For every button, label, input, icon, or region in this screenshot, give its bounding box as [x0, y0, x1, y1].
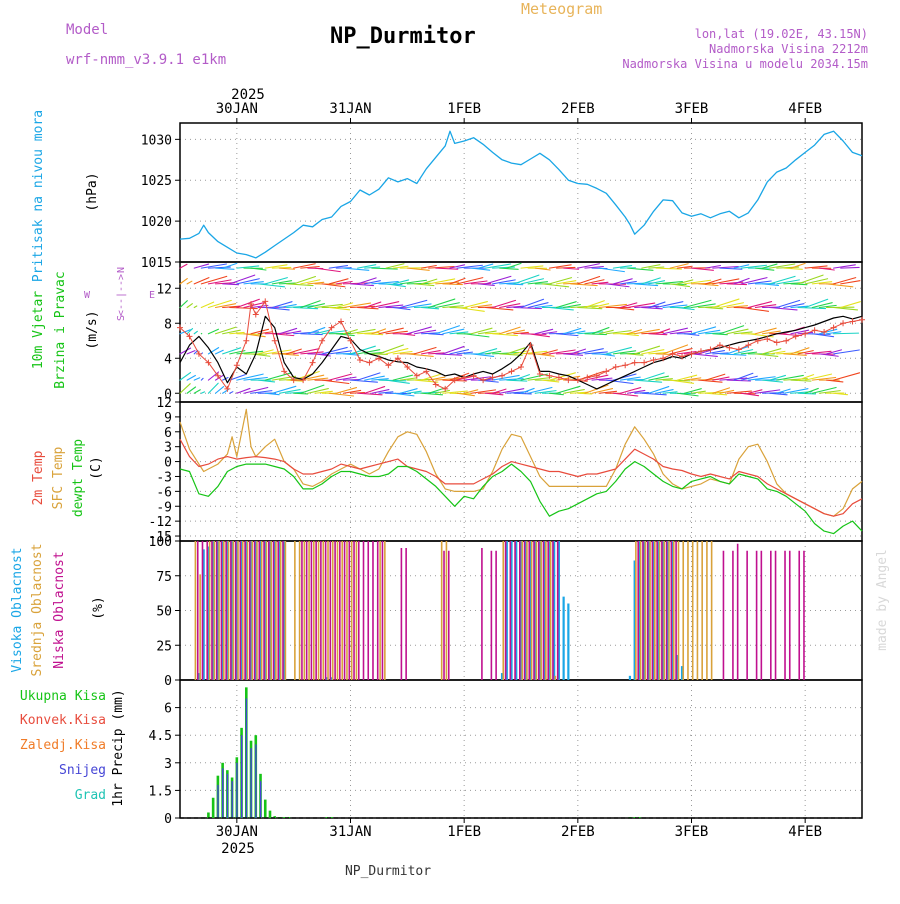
bottom-day-label-1: 31JAN [329, 824, 371, 840]
pressure-ytick-label-0: 1015 [141, 256, 172, 271]
footer-title: NP_Durmitor [345, 864, 431, 879]
wind-barb [834, 333, 859, 334]
total-precip-bar-13 [269, 811, 272, 818]
frz-precip-label: Zaledj.Kisa [20, 738, 106, 753]
temperature-ytick-label-7: 6 [164, 426, 172, 441]
bottom-day-label-3: 2FEB [561, 824, 595, 840]
snow-bar-2 [227, 774, 228, 818]
temperature-ytick-label-4: -3 [156, 470, 172, 485]
temperature-ytick-label-3: -6 [156, 485, 172, 500]
top-day-label-1: 31JAN [329, 101, 371, 117]
watermark: made by Angel [875, 549, 890, 651]
mid-cloud-label: Srednja Oblacnost [30, 543, 45, 676]
year-label-bottom: 2025 [221, 841, 255, 857]
snow-bar-3 [231, 781, 232, 818]
graupel-label: Grad [75, 788, 106, 803]
compass-e: E [149, 290, 155, 301]
total-precip-bar-0 [207, 812, 210, 818]
top-day-label-5: 4FEB [788, 101, 822, 117]
precip-ytick-label-1: 1.5 [149, 784, 172, 799]
temperature-ytick-label-8: 9 [164, 411, 172, 426]
snow-bar-7 [250, 748, 251, 818]
snow-bar-0 [217, 785, 218, 818]
clouds-ytick-label-3: 75 [156, 570, 172, 585]
snow-bar-9 [260, 781, 261, 818]
snow-label: Snijeg [59, 763, 106, 778]
wind-axis-label-1: 10m Vjetar [31, 291, 46, 369]
compass-n: N [116, 267, 127, 273]
wind-axis-label-2: Brzina i Pravac [53, 271, 68, 388]
high-cloud-label: Visoka Oblacnost [10, 547, 25, 672]
temp2m-label: 2m Temp [31, 450, 46, 505]
snow-bar-1 [222, 768, 223, 818]
bottom-day-label-5: 4FEB [788, 824, 822, 840]
precip-ytick-label-2: 3 [164, 757, 172, 772]
dewpt-label: dewpt Temp [71, 439, 86, 517]
conv-precip-label: Konvek.Kisa [20, 713, 106, 728]
precip-unit: 1hr Precip (mm) [111, 689, 126, 806]
model-label: Model [66, 22, 108, 38]
snow-bar-8 [255, 744, 256, 818]
bottom-day-label-0: 30JAN [216, 824, 258, 840]
top-day-label-3: 2FEB [561, 101, 595, 117]
clouds-ytick-label-2: 50 [156, 605, 172, 620]
wind-unit: (m/s) [85, 310, 100, 349]
temperature-ytick-label-1: -12 [149, 515, 172, 530]
total-precip-bar-1 [212, 798, 215, 818]
model-altitude: Nadmorska Visina u modelu 2034.15m [622, 57, 868, 71]
clouds-ytick-label-0: 0 [164, 674, 172, 689]
clouds-ytick-label-4: 100 [149, 535, 172, 550]
temperature-ytick-label-6: 3 [164, 441, 172, 456]
precip-ytick-label-3: 4.5 [149, 729, 172, 744]
cloud-unit: (%) [91, 596, 106, 619]
wind-barb [841, 267, 859, 268]
wind-barb [727, 284, 746, 285]
clouds-ytick-label-1: 25 [156, 639, 172, 654]
pressure-ytick-label-2: 1025 [141, 174, 172, 189]
temperature-ytick-label-5: 0 [164, 456, 172, 471]
snow-bar-5 [241, 735, 242, 818]
pressure-axis-label: Pritisak na nivou mora [31, 110, 46, 282]
total-precip-bar-12 [264, 800, 267, 818]
compass-s: S [116, 315, 127, 321]
model-name: wrf-nmm_v3.9.1 e1km [66, 52, 226, 68]
total-precip-label: Ukupna Kisa [20, 689, 106, 704]
temperature-ytick-label-2: -9 [156, 500, 172, 515]
wind-ytick-label-1: 4 [164, 352, 172, 367]
location-coords: lon,lat (19.02E, 43.15N) [695, 27, 868, 41]
snow-bar-4 [236, 763, 237, 818]
top-day-label-2: 1FEB [447, 101, 481, 117]
temperature-ytick-label-9: 12 [156, 396, 172, 411]
page-title: NP_Durmitor [330, 24, 476, 49]
pressure-unit: (hPa) [85, 172, 100, 211]
wind-ytick-label-2: 8 [164, 317, 172, 332]
temp-unit: (C) [89, 456, 104, 479]
wind-ytick-label-3: 12 [156, 282, 172, 297]
low-cloud-label: Niska Oblacnost [52, 551, 67, 668]
station-altitude: Nadmorska Visina 2212m [709, 42, 868, 56]
pressure-ytick-label-1: 1020 [141, 215, 172, 230]
compass-w: W [84, 290, 91, 301]
top-day-label-0: 30JAN [216, 101, 258, 117]
bottom-day-label-4: 3FEB [675, 824, 709, 840]
top-day-label-4: 3FEB [675, 101, 709, 117]
sfctemp-label: SFC Temp [51, 447, 66, 510]
meteogram-subtitle: Meteogram [521, 0, 602, 18]
compass-axis: <--|--> [116, 274, 127, 316]
pressure-ytick-label-3: 1030 [141, 133, 172, 148]
wind-barb [443, 284, 462, 285]
precip-ytick-label-4: 6 [164, 702, 172, 717]
bottom-day-label-2: 1FEB [447, 824, 481, 840]
snow-bar-6 [246, 698, 247, 818]
precip-ytick-label-0: 0 [164, 812, 172, 827]
